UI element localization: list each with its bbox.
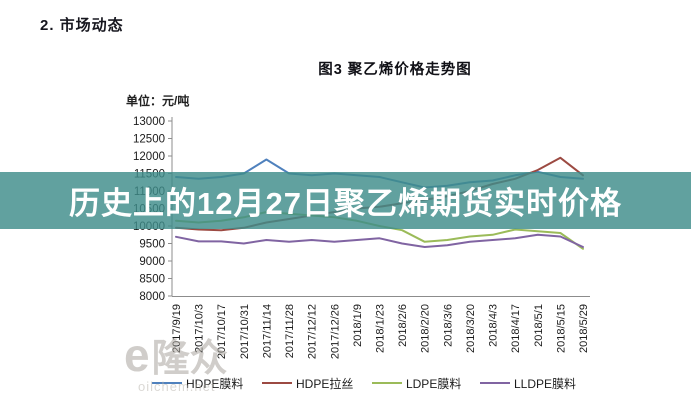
x-tick-label: 2017/9/19 [171, 304, 183, 353]
x-tick-label: 2018/4/3 [488, 304, 500, 347]
legend-item: LLDPE膜料 [479, 375, 576, 392]
x-tick-label: 2018/2/6 [397, 304, 409, 347]
x-tick-label: 2017/12/26 [329, 304, 341, 359]
x-tick-label: 2018/5/29 [578, 304, 590, 353]
headline-overlay-band: 历史上的12月27日聚乙烯期货实时价格 [0, 172, 691, 229]
x-tick-label: 2017/11/28 [284, 304, 296, 358]
y-tick-label: 12500 [133, 134, 165, 146]
chart-legend: HDPE膜料 HDPE拉丝 LDPE膜料 LLDPE膜料 [152, 373, 576, 393]
y-axis-unit-label: 单位：元/吨 [126, 94, 190, 108]
x-tick-label: 2017/12/12 [307, 304, 319, 359]
y-tick-label: 13000 [133, 116, 165, 128]
headline-text: 历史上的12月27日聚乙烯期货实时价格 [69, 186, 622, 221]
legend-swatch [261, 382, 292, 384]
x-tick-label: 2018/2/20 [420, 304, 432, 353]
x-tick-label: 2017/10/31 [239, 304, 251, 359]
x-tick-label: 2018/1/23 [375, 304, 387, 353]
legend-swatch [152, 382, 182, 384]
legend-swatch [371, 382, 402, 384]
x-tick-label: 2017/10/17 [216, 304, 228, 359]
legend-label: LLDPE膜料 [513, 376, 576, 391]
y-tick-label: 8000 [139, 291, 165, 303]
x-tick-label: 2018/4/17 [510, 304, 522, 353]
series-line-LLDPE膜料 [175, 233, 584, 248]
section-heading: 2. 市场动态 [40, 17, 124, 34]
legend-item: HDPE拉丝 [261, 375, 354, 392]
legend-label: LDPE膜料 [405, 376, 462, 391]
legend-item: HDPE膜料 [152, 375, 243, 392]
x-tick-label: 2018/5/15 [555, 304, 567, 353]
x-tick-label: 2018/5/1 [533, 304, 545, 347]
y-tick-label: 9500 [139, 239, 165, 251]
legend-label: HDPE膜料 [186, 376, 244, 391]
x-tick-label: 2018/3/20 [465, 304, 477, 353]
y-tick-label: 8500 [139, 274, 165, 286]
y-tick-label: 9000 [139, 256, 165, 268]
legend-swatch [479, 382, 510, 384]
x-tick-label: 2018/1/9 [352, 304, 364, 347]
x-tick-label: 2017/11/14 [261, 304, 273, 358]
legend-item: LDPE膜料 [371, 375, 462, 392]
legend-label: HDPE拉丝 [295, 376, 354, 391]
chart-title: 图3 聚乙烯价格走势图 [318, 62, 472, 78]
x-tick-label: 2018/3/6 [442, 304, 454, 347]
y-tick-label: 12000 [133, 151, 165, 163]
x-tick-label: 2017/10/3 [194, 304, 206, 353]
